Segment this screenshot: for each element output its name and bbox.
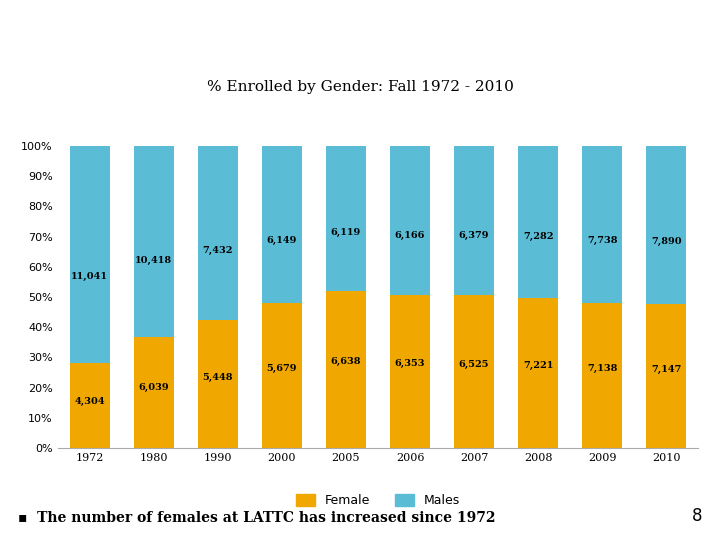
Text: 6,119: 6,119 bbox=[330, 228, 361, 238]
Text: Demographics Characteristics: Demographics Characteristics bbox=[13, 30, 672, 68]
Text: 6,166: 6,166 bbox=[395, 231, 426, 240]
Bar bbox=[582, 146, 622, 303]
Legend: Female, Males: Female, Males bbox=[291, 489, 465, 512]
Bar bbox=[454, 146, 494, 295]
Text: 10,418: 10,418 bbox=[135, 256, 172, 265]
Bar bbox=[134, 146, 174, 338]
Bar bbox=[582, 303, 622, 448]
Text: % Enrolled by Gender: Fall 1972 - 2010: % Enrolled by Gender: Fall 1972 - 2010 bbox=[207, 80, 513, 94]
Bar bbox=[262, 146, 302, 303]
Bar bbox=[518, 146, 558, 298]
Text: 7,221: 7,221 bbox=[523, 361, 554, 370]
Text: 7,147: 7,147 bbox=[651, 364, 682, 374]
Bar bbox=[70, 363, 109, 448]
Text: 7,432: 7,432 bbox=[202, 246, 233, 255]
Text: 6,149: 6,149 bbox=[266, 235, 297, 245]
Text: 11,041: 11,041 bbox=[71, 272, 108, 281]
Bar bbox=[647, 146, 686, 305]
Text: 6,638: 6,638 bbox=[330, 357, 361, 366]
Text: 4,304: 4,304 bbox=[74, 397, 105, 406]
Text: 7,890: 7,890 bbox=[651, 237, 682, 246]
Text: 7,738: 7,738 bbox=[587, 235, 618, 245]
Bar bbox=[518, 298, 558, 448]
Bar bbox=[390, 295, 430, 448]
Text: 6,353: 6,353 bbox=[395, 359, 426, 368]
Bar bbox=[198, 320, 238, 448]
Text: 7,138: 7,138 bbox=[587, 364, 618, 373]
Bar bbox=[70, 146, 109, 363]
Text: 5,448: 5,448 bbox=[202, 373, 233, 382]
Bar bbox=[198, 146, 238, 320]
Bar bbox=[647, 305, 686, 448]
Text: 6,525: 6,525 bbox=[459, 360, 490, 369]
Text: 7,282: 7,282 bbox=[523, 232, 554, 241]
Bar bbox=[454, 295, 494, 448]
Text: 5,679: 5,679 bbox=[266, 364, 297, 373]
Bar bbox=[390, 146, 430, 295]
Text: 6,379: 6,379 bbox=[459, 231, 490, 240]
Bar bbox=[134, 338, 174, 448]
Bar bbox=[326, 291, 366, 448]
Bar bbox=[262, 303, 302, 448]
Text: 8: 8 bbox=[691, 507, 702, 525]
Text: 6,039: 6,039 bbox=[138, 383, 169, 391]
Bar bbox=[326, 146, 366, 291]
Text: ▪  The number of females at LATTC has increased since 1972: ▪ The number of females at LATTC has inc… bbox=[18, 511, 495, 525]
